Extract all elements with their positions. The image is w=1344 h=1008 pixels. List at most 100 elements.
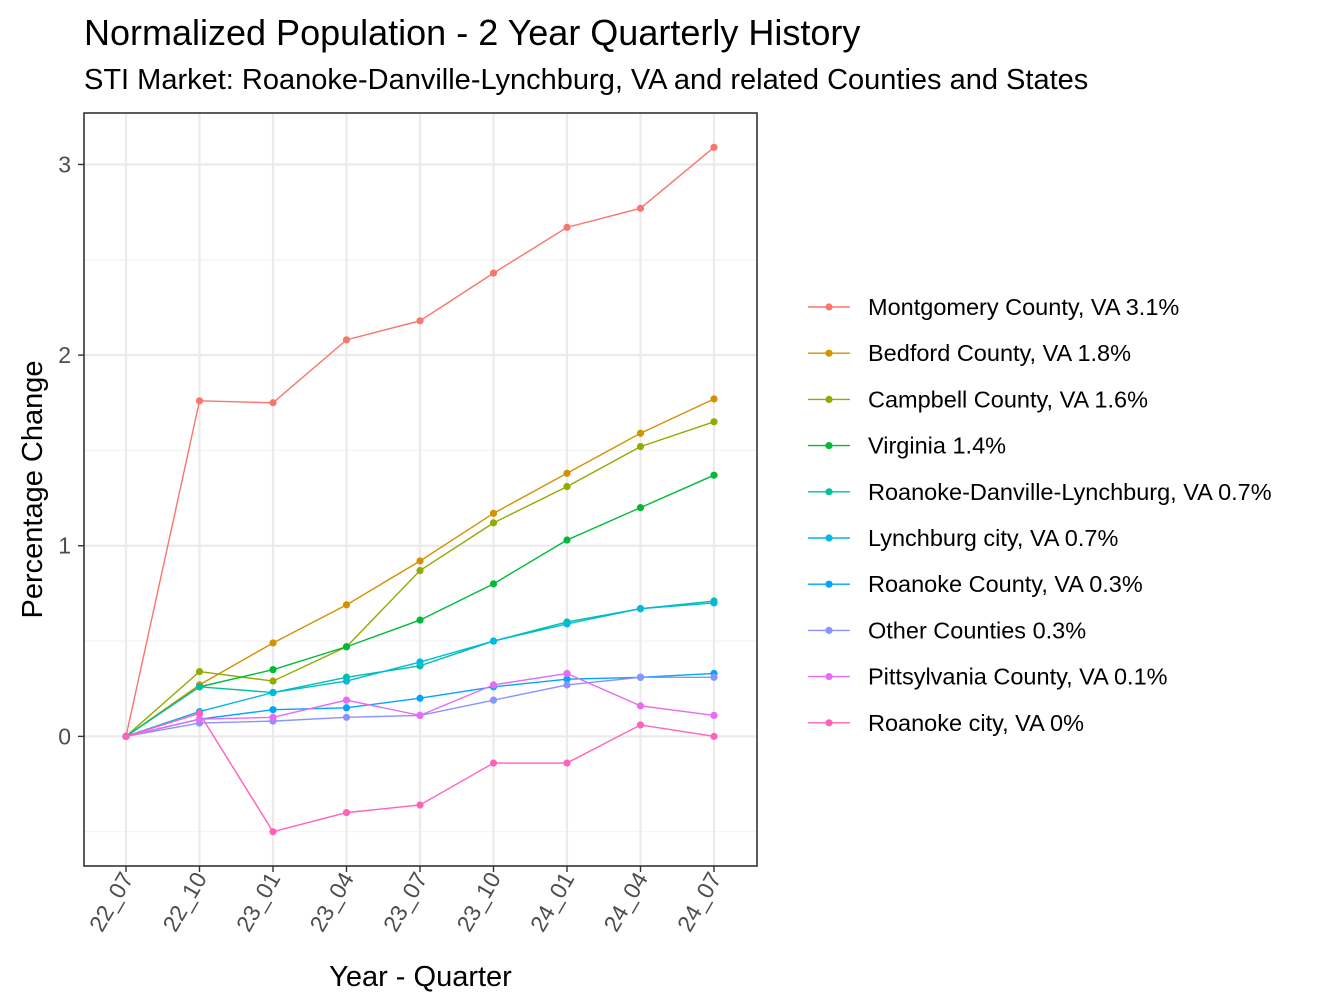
data-point	[710, 143, 718, 151]
data-point	[710, 395, 718, 403]
data-point	[563, 469, 571, 477]
data-point	[489, 580, 498, 588]
legend-label: Other Counties 0.3%	[868, 617, 1086, 643]
legend-label: Campbell County, VA 1.6%	[868, 386, 1148, 412]
data-point	[195, 683, 204, 691]
data-point	[489, 269, 498, 277]
data-point	[342, 696, 351, 704]
legend-label: Roanoke County, VA 0.3%	[868, 571, 1143, 597]
data-point	[269, 666, 277, 674]
data-point	[563, 681, 571, 689]
legend-label: Virginia 1.4%	[868, 433, 1006, 459]
data-point	[342, 713, 351, 721]
legend-label: Roanoke city, VA 0%	[868, 710, 1084, 736]
data-point	[269, 677, 277, 685]
data-point	[636, 721, 645, 729]
data-point	[342, 336, 351, 344]
x-tick-label: 23_04	[304, 867, 359, 936]
data-point	[416, 801, 424, 809]
data-point	[416, 658, 424, 666]
data-point	[122, 732, 130, 740]
data-point	[636, 443, 645, 451]
x-tick-label: 22_10	[157, 868, 212, 936]
data-point	[269, 688, 277, 697]
data-point	[269, 639, 277, 647]
data-point	[416, 694, 424, 702]
data-point	[416, 566, 424, 575]
legend-key-point	[825, 673, 833, 681]
data-point	[489, 519, 498, 527]
data-point	[710, 732, 718, 740]
data-point	[489, 696, 498, 704]
data-point	[342, 643, 351, 651]
y-axis-title: Percentage Change	[17, 361, 49, 619]
data-point	[416, 616, 424, 624]
y-tick-label: 1	[58, 533, 71, 559]
legend-label: Pittsylvania County, VA 0.1%	[868, 664, 1168, 690]
chart-title: Normalized Population - 2 Year Quarterly…	[84, 12, 861, 53]
data-point	[195, 715, 204, 723]
data-point	[269, 706, 277, 714]
legend-key-point	[825, 534, 833, 542]
legend-key-point	[825, 303, 833, 311]
data-point	[195, 397, 204, 405]
data-point	[269, 828, 277, 836]
data-point	[563, 483, 571, 491]
data-point	[710, 471, 718, 479]
legend-label: Montgomery County, VA 3.1%	[868, 294, 1179, 320]
x-tick-label: 24_01	[525, 868, 580, 936]
data-point	[416, 711, 424, 720]
data-point	[636, 429, 645, 437]
data-point	[342, 809, 351, 817]
data-point	[636, 702, 645, 710]
x-tick-label: 24_07	[672, 868, 727, 936]
data-point	[636, 605, 645, 613]
legend-key-point	[825, 349, 833, 357]
legend-label: Roanoke-Danville-Lynchburg, VA 0.7%	[868, 479, 1272, 505]
data-point	[342, 677, 351, 685]
data-point	[636, 204, 645, 212]
data-point	[342, 704, 351, 712]
series-lines	[122, 143, 718, 836]
data-point	[563, 759, 571, 767]
x-tick-label: 22_07	[84, 868, 139, 936]
chart-subtitle: STI Market: Roanoke-Danville-Lynchburg, …	[84, 64, 1089, 96]
data-point	[636, 504, 645, 512]
legend-key-point	[825, 442, 833, 450]
data-point	[269, 713, 277, 721]
legend-label: Lynchburg city, VA 0.7%	[868, 525, 1118, 551]
data-point	[710, 711, 718, 720]
data-point	[489, 759, 498, 767]
data-point	[195, 709, 204, 718]
legend-label: Bedford County, VA 1.8%	[868, 340, 1131, 366]
data-point	[636, 673, 645, 681]
legend: Montgomery County, VA 3.1% Bedford County…	[808, 294, 1272, 736]
legend-key-point	[825, 719, 833, 727]
data-point	[416, 317, 424, 325]
data-point	[563, 536, 571, 544]
grid-lines	[84, 113, 757, 866]
data-point	[710, 673, 718, 681]
y-tick-label: 2	[58, 342, 71, 368]
x-tick-label: 24_04	[598, 867, 653, 936]
legend-key-point	[825, 580, 833, 588]
data-point	[195, 667, 204, 676]
data-point	[489, 681, 498, 689]
legend-key-point	[825, 488, 833, 496]
data-point	[489, 509, 498, 517]
data-point	[563, 620, 571, 628]
data-point	[563, 675, 571, 683]
legend-key-point	[825, 395, 833, 403]
x-tick-label: 23_01	[231, 868, 286, 936]
y-tick-label: 0	[58, 723, 71, 749]
x-axis-title: Year - Quarter	[329, 961, 512, 993]
data-point	[710, 599, 718, 607]
data-point	[269, 399, 277, 407]
data-point	[563, 669, 571, 678]
data-point	[342, 601, 351, 609]
x-tick-label: 23_07	[378, 868, 433, 936]
data-point	[710, 418, 718, 426]
data-point	[489, 637, 498, 645]
y-tick-label: 3	[58, 151, 71, 177]
